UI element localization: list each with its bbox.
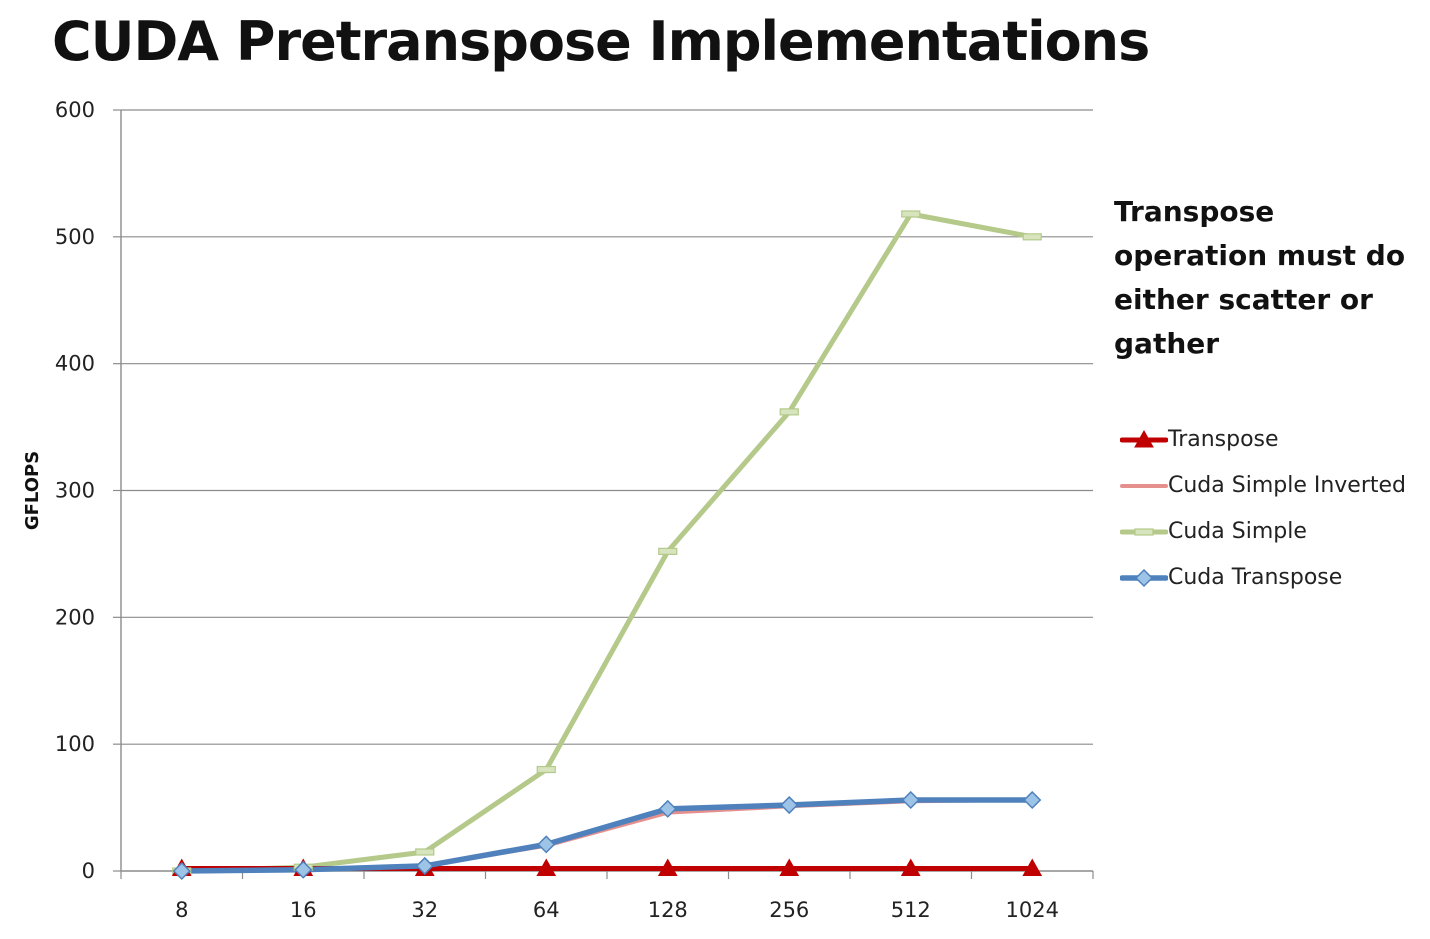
legend-marker <box>1134 528 1154 536</box>
y-axis-title: GFLOPS <box>22 451 43 530</box>
x-tick-label: 128 <box>648 898 688 922</box>
legend-marker <box>1134 429 1154 448</box>
axes <box>113 109 1094 879</box>
x-tick-label: 8 <box>175 898 188 922</box>
legend-label: Cuda Transpose <box>1168 565 1343 590</box>
data-point-transpose <box>657 858 678 876</box>
legend-swatch <box>1120 429 1168 448</box>
x-tick-label: 1024 <box>1006 898 1059 922</box>
data-point-cuda-transpose <box>294 860 313 879</box>
data-point-cuda-simple <box>1022 233 1042 241</box>
data-point-transpose <box>779 858 800 876</box>
series-line-cuda-transpose <box>179 797 1035 874</box>
x-tick-label: 64 <box>533 898 560 922</box>
data-point-cuda-simple <box>901 210 921 218</box>
y-tick-label: 600 <box>55 98 95 122</box>
data-point-cuda-transpose <box>1023 790 1042 810</box>
data-point-cuda-transpose <box>415 856 434 875</box>
legend-item-transpose: Transpose <box>1120 424 1420 470</box>
legend-item-cuda-simple: Cuda Simple <box>1120 516 1420 562</box>
data-point-transpose <box>1022 858 1043 876</box>
y-tick-label: 300 <box>55 479 95 503</box>
legend-item-cuda-simple-inverted: Cuda Simple Inverted <box>1120 470 1420 516</box>
data-point-cuda-transpose <box>901 790 920 810</box>
chart-annotation: Transpose operation must do either scatt… <box>1114 195 1406 360</box>
data-point-cuda-transpose <box>658 799 677 818</box>
data-point-cuda-transpose <box>780 795 799 815</box>
data-point-cuda-simple <box>779 408 799 416</box>
data-point-cuda-transpose <box>537 835 556 854</box>
data-point-cuda-transpose <box>172 861 191 881</box>
x-tick-label: 16 <box>290 898 317 922</box>
series-line-cuda-simple <box>179 211 1035 874</box>
legend-item-cuda-transpose: Cuda Transpose <box>1120 562 1420 608</box>
series-lines <box>179 211 1035 874</box>
series-line-cuda-simple-inverted <box>179 797 1035 873</box>
legend-marker <box>1134 568 1154 588</box>
legend-swatch <box>1120 484 1168 488</box>
legend-label: Cuda Simple Inverted <box>1168 473 1407 498</box>
chart-legend: Transpose Cuda Simple Inverted Cuda Simple… <box>1120 424 1420 608</box>
y-tick-label: 0 <box>82 859 95 883</box>
legend-label: Transpose <box>1168 427 1279 452</box>
x-tick-label: 256 <box>769 898 809 922</box>
y-tick-label: 100 <box>55 732 95 756</box>
x-tick-label: 32 <box>411 898 438 922</box>
slide-title: CUDA Pretranspose Implementations <box>52 10 1150 73</box>
gridlines <box>121 109 1093 745</box>
legend-swatch <box>1120 528 1168 536</box>
data-point-cuda-simple <box>536 765 556 774</box>
y-tick-label: 400 <box>55 352 95 376</box>
legend-swatch <box>1120 568 1168 588</box>
data-point-transpose <box>536 858 557 876</box>
data-point-transpose <box>900 858 921 876</box>
tick-labels: 0 100 200 300 400 500 600 8 16 32 64 128 256 512 1024 G… <box>22 98 1059 922</box>
y-tick-label: 200 <box>55 605 95 629</box>
legend-label: Cuda Simple <box>1168 519 1307 544</box>
data-markers <box>171 210 1043 881</box>
data-point-cuda-simple <box>415 848 435 856</box>
data-point-cuda-simple <box>658 547 678 555</box>
x-tick-label: 512 <box>891 898 931 922</box>
y-tick-label: 500 <box>55 225 95 249</box>
